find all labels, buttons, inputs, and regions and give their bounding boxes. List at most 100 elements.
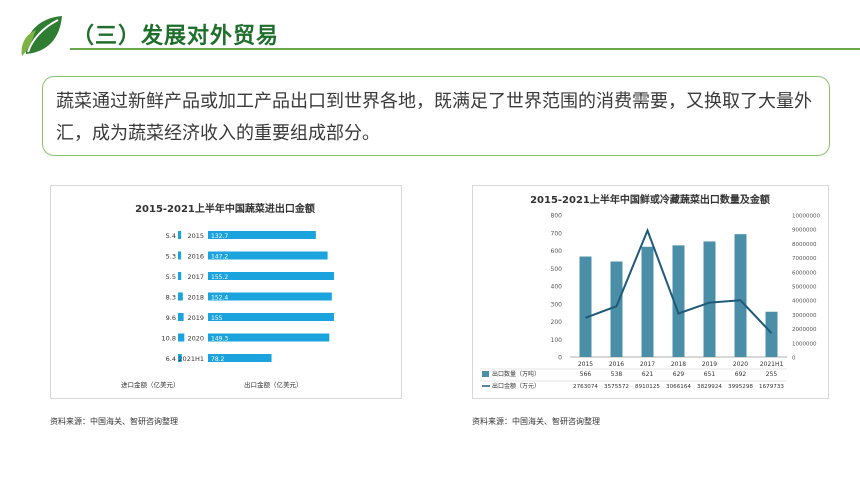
page-title: （三）发展对外贸易 xyxy=(72,24,280,49)
left-axis-tick: 600 xyxy=(551,248,563,255)
right-axis-tick: 4000000 xyxy=(792,299,817,305)
category-label: 2018 xyxy=(187,294,204,302)
category-label: 2016 xyxy=(609,361,624,368)
chart2-svg: 2015-2021上半年中国鲜或冷藏蔬菜出口数量及金额 0 100 200 300 40… xyxy=(480,193,820,390)
table-quantity-cell: 621 xyxy=(642,371,654,378)
import-bar xyxy=(178,251,182,260)
table-amount-cell: 2763074 xyxy=(573,384,598,390)
right-axis-tick: 0 xyxy=(792,356,796,362)
category-label: 2020 xyxy=(187,335,204,343)
intro-text: 蔬菜通过新鲜产品或加工产品出口到世界各地，既满足了世界范围的消费需要，又换取了大… xyxy=(56,91,812,144)
category-label: 2020 xyxy=(733,361,748,368)
import-bar xyxy=(178,354,182,362)
quantity-bar xyxy=(610,261,623,357)
import-value-label: 6.4 xyxy=(166,355,176,363)
left-axis-tick: 0 xyxy=(558,355,562,362)
export-value-label: 152.4 xyxy=(211,295,228,302)
category-label: 2021H1 xyxy=(178,355,204,363)
table-amount-cell: 3066164 xyxy=(666,384,691,390)
right-axis-tick: 1000000 xyxy=(792,341,817,347)
import-value-label: 5.4 xyxy=(166,232,176,240)
legend-quantity: 出口数量（万吨） xyxy=(492,370,540,378)
legend-quantity-swatch xyxy=(482,371,489,377)
export-bar xyxy=(208,231,316,239)
legend-amount: 出口金额（万元） xyxy=(492,382,540,390)
category-label: 2019 xyxy=(702,361,717,368)
category-label: 2016 xyxy=(187,253,204,261)
export-value-label: 147.2 xyxy=(211,254,228,261)
legend-import: 进口金额（亿美元） xyxy=(121,380,180,389)
export-bar xyxy=(208,354,272,362)
export-bar xyxy=(208,313,334,321)
export-value-label: 78.2 xyxy=(211,356,225,363)
import-value-label: 5.3 xyxy=(166,253,176,261)
left-axis-tick: 100 xyxy=(551,337,563,344)
quantity-bar xyxy=(734,234,747,357)
table-quantity-cell: 255 xyxy=(766,371,778,378)
quantity-bar xyxy=(765,311,778,357)
chart1-frame xyxy=(50,185,402,399)
left-axis-tick: 400 xyxy=(551,284,563,291)
export-value-label: 155 xyxy=(211,315,223,322)
chart1-svg: 2015-2021上半年中国蔬菜进出口金额 5.4 2015 132.7 5.3 201… xyxy=(121,202,335,389)
import-bar xyxy=(178,313,184,321)
left-axis-tick: 700 xyxy=(551,230,563,237)
export-bar xyxy=(208,292,332,301)
table-amount-cell: 3829924 xyxy=(697,384,722,390)
left-axis-tick: 200 xyxy=(551,319,563,326)
table-amount-cell: 8910125 xyxy=(635,384,660,390)
left-axis-tick: 800 xyxy=(551,213,563,220)
intro-box xyxy=(42,76,830,156)
export-bar xyxy=(208,251,328,260)
left-axis-tick: 500 xyxy=(551,266,563,273)
table-amount-cell: 3575572 xyxy=(604,384,629,390)
left-axis-tick: 300 xyxy=(551,301,563,308)
right-axis-tick: 5000000 xyxy=(792,285,817,291)
table-amount-cell: 3995298 xyxy=(728,384,753,390)
import-bar xyxy=(178,292,183,301)
chart1-source: 资料来源：中国海关、智研咨询整理 xyxy=(50,417,178,426)
quantity-bar xyxy=(703,241,716,357)
category-label: 2018 xyxy=(671,361,686,368)
export-bar xyxy=(208,333,330,342)
table-quantity-cell: 692 xyxy=(735,371,747,378)
chart1-title: 2015-2021上半年中国蔬菜进出口金额 xyxy=(135,202,315,215)
right-axis-tick: 3000000 xyxy=(792,313,817,319)
import-value-label: 10.8 xyxy=(162,335,176,343)
category-label: 2015 xyxy=(578,361,593,368)
category-label: 2019 xyxy=(187,314,204,322)
export-bar xyxy=(208,272,335,280)
export-value-label: 149.3 xyxy=(211,336,228,343)
right-axis-tick: 9000000 xyxy=(792,228,817,234)
right-axis-tick: 8000000 xyxy=(792,242,817,248)
import-value-label: 9.6 xyxy=(166,314,176,322)
import-bar xyxy=(178,231,182,239)
table-quantity-cell: 629 xyxy=(673,371,685,378)
category-label: 2017 xyxy=(187,273,204,281)
import-value-label: 5.5 xyxy=(166,273,176,281)
import-bar xyxy=(178,272,182,280)
quantity-bar xyxy=(579,256,592,357)
category-label: 2021H1 xyxy=(760,361,784,368)
import-bar xyxy=(178,333,185,342)
export-value-label: 155.2 xyxy=(211,274,228,281)
right-axis-tick: 7000000 xyxy=(792,256,817,262)
table-quantity-cell: 538 xyxy=(611,371,623,378)
category-label: 2015 xyxy=(187,232,204,240)
quantity-bar xyxy=(672,245,685,357)
right-axis-tick: 6000000 xyxy=(792,270,817,276)
table-quantity-cell: 651 xyxy=(704,371,716,378)
table-quantity-cell: 566 xyxy=(580,371,592,378)
quantity-bar xyxy=(641,246,654,357)
right-axis-tick: 10000000 xyxy=(792,214,820,220)
leaf-logo-icon xyxy=(21,16,62,56)
export-value-label: 132.7 xyxy=(211,233,228,240)
category-label: 2017 xyxy=(640,361,655,368)
chart2-source: 资料来源：中国海关、智研咨询整理 xyxy=(472,417,600,426)
header-divider xyxy=(70,48,860,50)
legend-export: 出口金额（亿美元） xyxy=(244,380,303,389)
chart2-title: 2015-2021上半年中国鲜或冷藏蔬菜出口数量及金额 xyxy=(530,193,770,206)
import-value-label: 8.3 xyxy=(166,294,176,302)
right-axis-tick: 2000000 xyxy=(792,327,817,333)
table-amount-cell: 1679733 xyxy=(759,384,784,390)
